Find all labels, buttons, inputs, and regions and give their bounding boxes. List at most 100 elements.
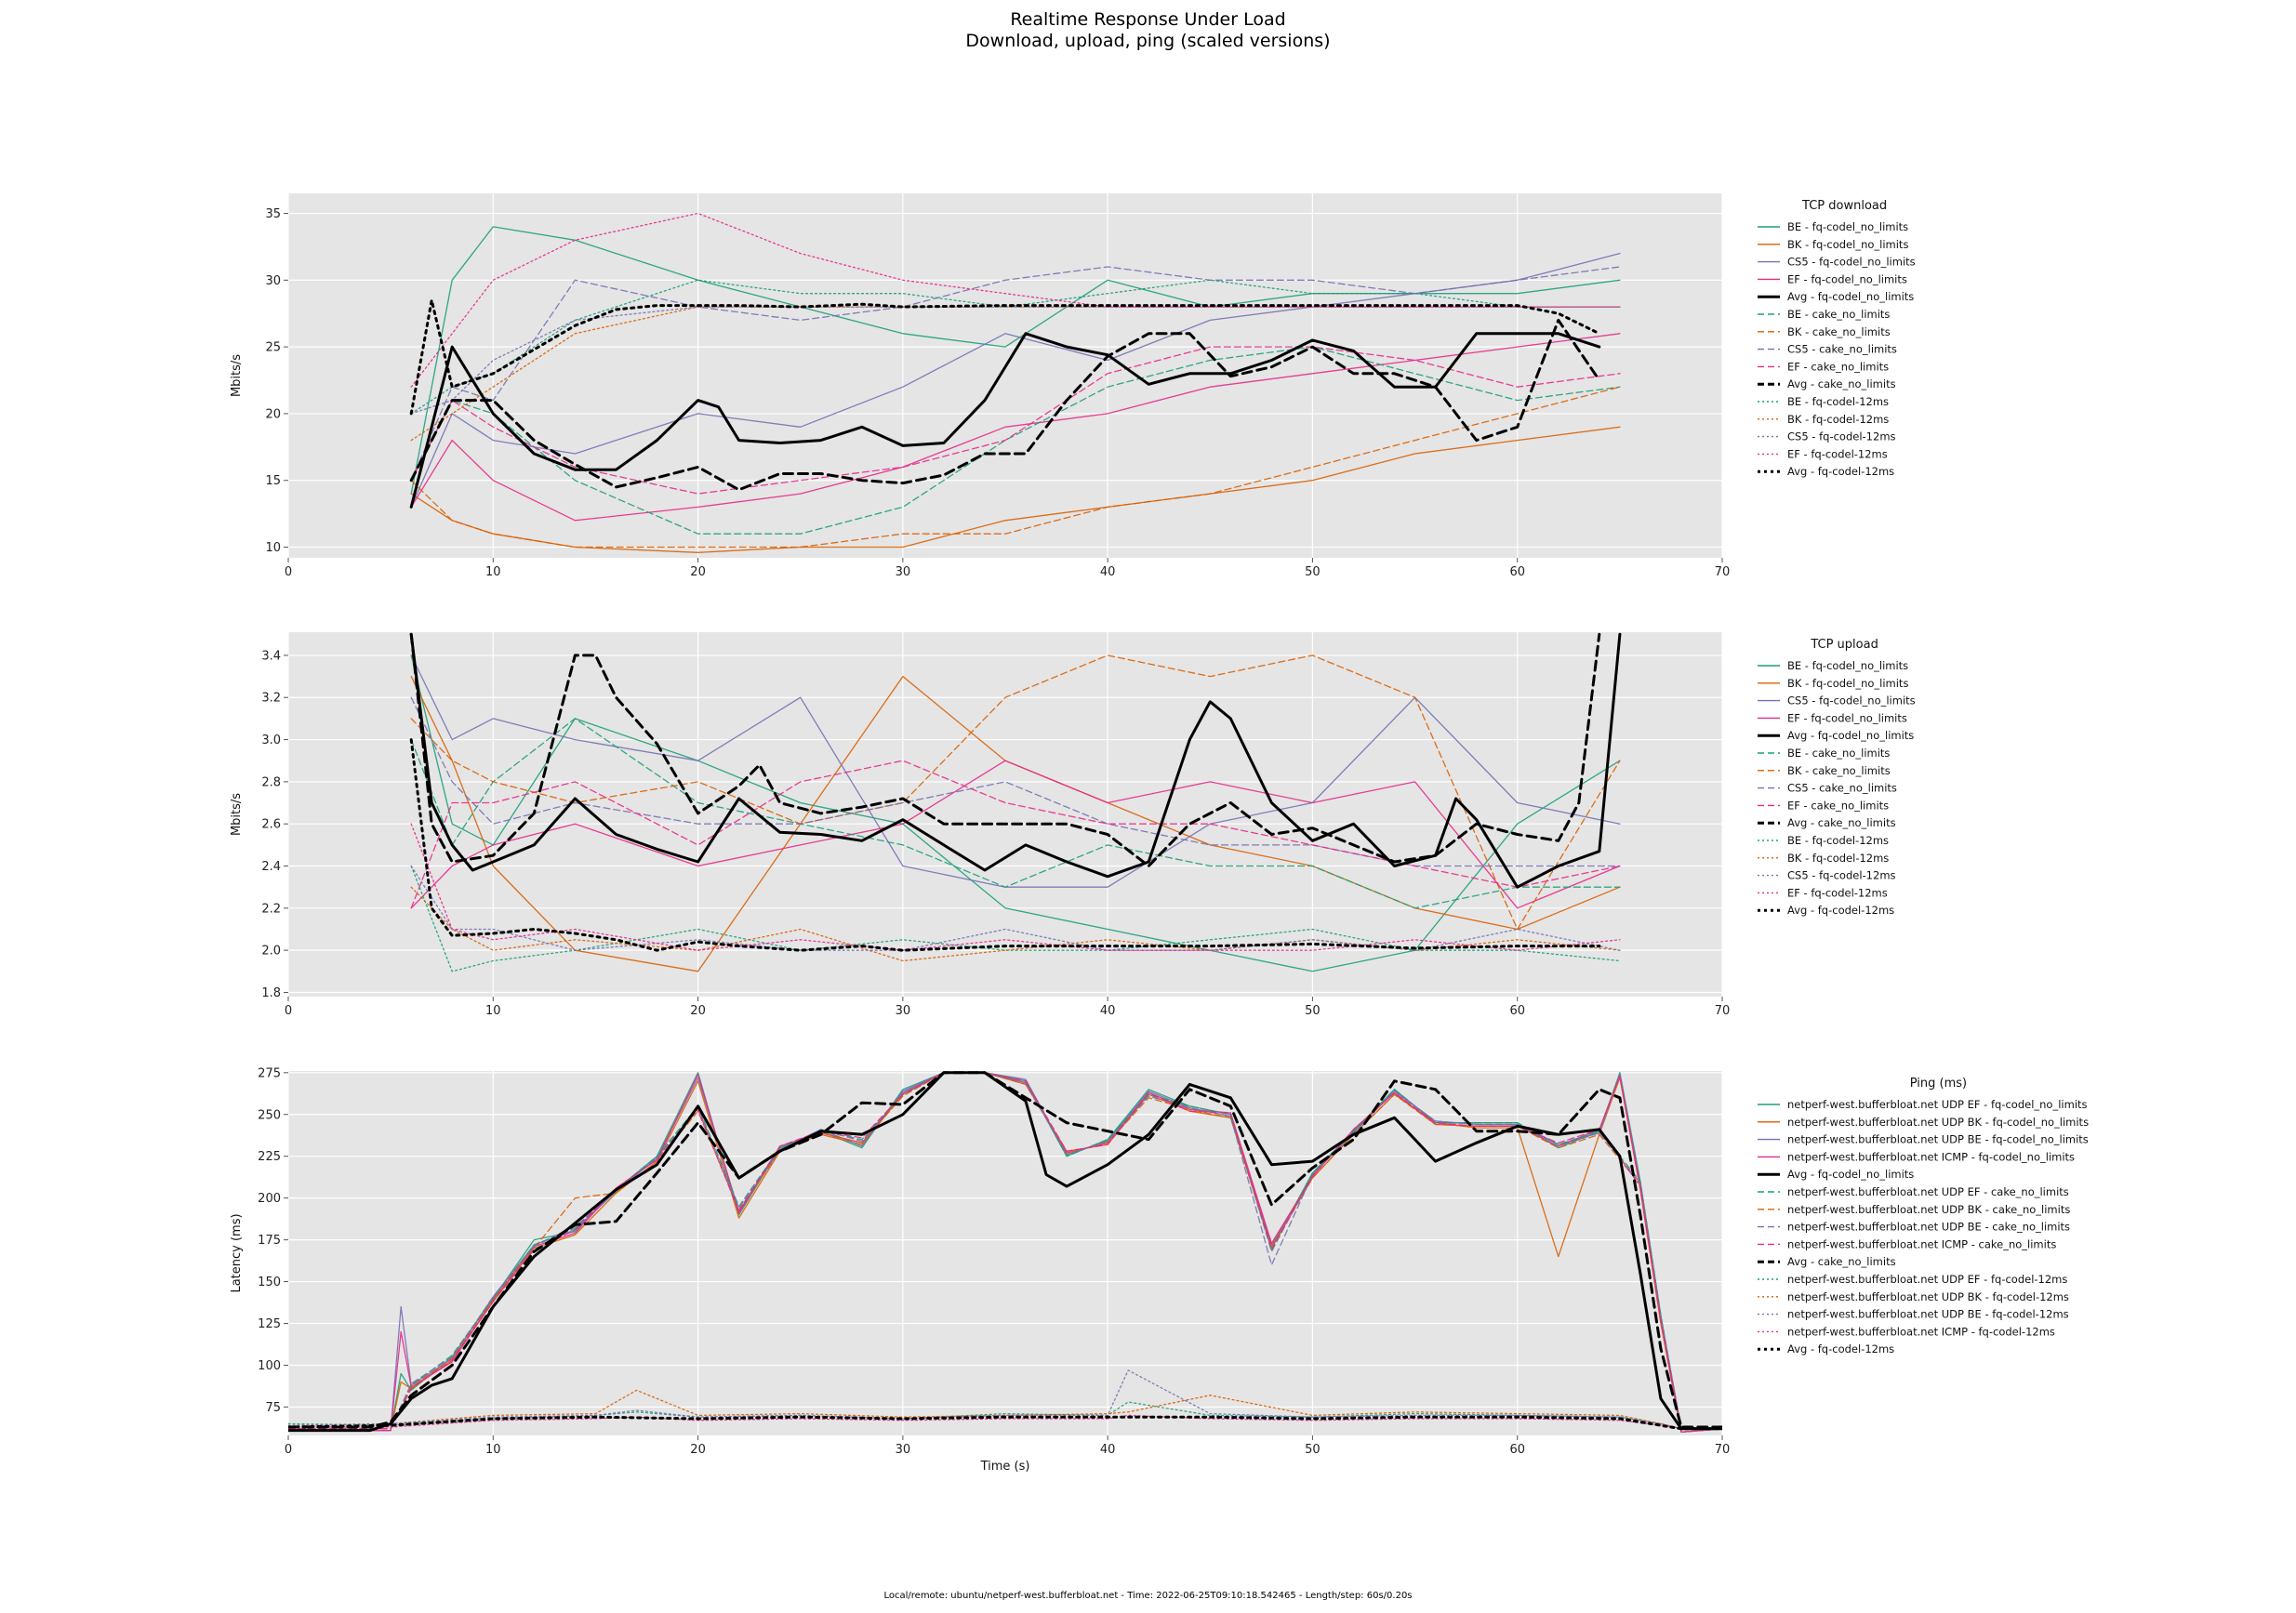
y-tick-label: 25	[265, 341, 281, 355]
legend-entry: EF - fq-codel-12ms	[1787, 886, 1888, 899]
x-tick-label: 50	[1305, 565, 1321, 579]
legend-entry: CS5 - fq-codel-12ms	[1787, 430, 1896, 443]
legend-entry: BE - cake_no_limits	[1787, 747, 1890, 760]
plot-area	[288, 632, 1722, 997]
legend-entry: Avg - fq-codel_no_limits	[1787, 290, 1914, 303]
y-tick-label: 150	[258, 1276, 281, 1289]
series-line	[288, 1415, 1722, 1431]
x-tick-label: 0	[285, 565, 292, 579]
series-line	[410, 346, 1621, 535]
series-line	[288, 1072, 1722, 1430]
legend-entry: Avg - fq-codel-12ms	[1787, 465, 1894, 478]
legend-entry: netperf-west.bufferbloat.net ICMP - fq-c…	[1787, 1325, 2055, 1338]
x-tick-label: 0	[285, 1004, 292, 1018]
series-line	[410, 266, 1621, 482]
legend-entry: netperf-west.bufferbloat.net ICMP - fq-c…	[1787, 1150, 2075, 1163]
legend-entry: EF - cake_no_limits	[1787, 360, 1889, 373]
legend-entry: netperf-west.bufferbloat.net UDP BE - fq…	[1787, 1133, 2089, 1146]
legend-entry: BE - fq-codel-12ms	[1787, 395, 1889, 408]
series-line	[410, 252, 1621, 509]
figure-footer: Local/remote: ubuntu/netperf-west.buffer…	[883, 1591, 1413, 1601]
x-tick-label: 60	[1509, 1004, 1525, 1018]
y-tick-label: 2.6	[261, 818, 281, 832]
x-tick-label: 60	[1509, 1443, 1525, 1457]
series-line	[409, 318, 1601, 492]
legend-entry: netperf-west.bufferbloat.net UDP EF - fq…	[1787, 1273, 2067, 1286]
x-tick-label: 20	[690, 565, 706, 579]
series-line	[410, 346, 1621, 495]
y-tick-label: 10	[265, 541, 281, 555]
legend-entry: CS5 - fq-codel_no_limits	[1787, 694, 1916, 707]
legend-entry: CS5 - cake_no_limits	[1787, 343, 1897, 356]
y-tick-label: 125	[258, 1317, 281, 1331]
y-tick-label: 100	[258, 1359, 281, 1373]
ping-panel: 0 10 20 30 40 50 60 70 75 100 125 150 175 200 225 250 27…	[230, 1066, 2089, 1474]
legend-entry: Avg - cake_no_limits	[1787, 816, 1896, 829]
legend-entry: netperf-west.bufferbloat.net ICMP - cake…	[1787, 1237, 2056, 1250]
legend-entry: BE - fq-codel_no_limits	[1787, 220, 1908, 233]
legend-entry: CS5 - fq-codel-12ms	[1787, 869, 1896, 882]
legend-entry: EF - cake_no_limits	[1787, 799, 1889, 812]
y-tick-label: 20	[265, 407, 281, 421]
series-line	[410, 865, 1621, 951]
series-line	[409, 298, 1601, 416]
x-tick-label: 0	[285, 1443, 292, 1457]
legend-title: TCP download	[1801, 199, 1887, 213]
x-tick-label: 50	[1305, 1004, 1321, 1018]
series-line	[410, 386, 1621, 549]
x-tick-label: 10	[485, 565, 501, 579]
y-tick-label: 15	[265, 474, 281, 488]
legend-title: Ping (ms)	[1910, 1077, 1967, 1091]
legend-entry: Avg - fq-codel-12ms	[1787, 1342, 1894, 1355]
x-axis-label: Time (s)	[980, 1460, 1030, 1474]
legend-entry: BE - fq-codel_no_limits	[1787, 659, 1908, 672]
legend-entry: BK - cake_no_limits	[1787, 764, 1891, 777]
legend-entry: BK - fq-codel_no_limits	[1787, 238, 1908, 251]
y-tick-label: 35	[265, 207, 281, 221]
series-group	[288, 1071, 1722, 1434]
series-line	[409, 332, 1601, 509]
x-tick-label: 10	[485, 1004, 501, 1018]
figure-subtitle: Download, upload, ping (scaled versions)	[965, 31, 1331, 51]
series-line	[288, 1389, 1722, 1430]
legend-entry: Avg - fq-codel_no_limits	[1787, 729, 1914, 742]
legend-entry: BK - fq-codel-12ms	[1787, 413, 1889, 426]
x-tick-label: 40	[1100, 1443, 1116, 1457]
legend-entry: Avg - fq-codel-12ms	[1787, 904, 1894, 917]
x-tick-label: 20	[690, 1443, 706, 1457]
legend-entry: Avg - cake_no_limits	[1787, 377, 1896, 390]
y-tick-label: 225	[258, 1150, 281, 1164]
x-tick-label: 70	[1715, 1004, 1731, 1018]
series-line	[410, 823, 1621, 951]
series-line	[288, 1414, 1722, 1430]
y-tick-label: 1.8	[261, 986, 281, 1000]
y-tick-label: 275	[258, 1066, 281, 1080]
y-axis-label: Mbits/s	[230, 793, 244, 836]
y-tick-label: 75	[265, 1401, 281, 1415]
series-group	[409, 632, 1622, 972]
y-tick-label: 3.0	[261, 734, 281, 747]
y-tick-label: 2.0	[261, 945, 281, 959]
x-tick-label: 30	[896, 1443, 911, 1457]
y-tick-label: 250	[258, 1108, 281, 1122]
legend: Ping (ms) netperf-west.bufferbloat.net UD…	[1758, 1077, 2089, 1355]
legend-entry: Avg - fq-codel_no_limits	[1787, 1168, 1914, 1181]
legend-entry: netperf-west.bufferbloat.net UDP EF - ca…	[1787, 1185, 2069, 1198]
series-line	[409, 632, 1622, 889]
download-panel: 0 10 20 30 40 50 60 70 10 15 20 25 30 35 Mbits/s TCP do…	[230, 193, 1916, 579]
y-tick-label: 2.4	[261, 860, 281, 874]
y-tick-label: 30	[265, 274, 281, 288]
legend: TCP upload BE - fq-codel_no_limits BK - fq…	[1758, 638, 1916, 917]
x-tick-label: 20	[690, 1004, 706, 1018]
legend-entry: netperf-west.bufferbloat.net UDP EF - fq…	[1787, 1098, 2088, 1111]
plot-area	[288, 193, 1722, 558]
legend-entry: netperf-west.bufferbloat.net UDP BE - ca…	[1787, 1221, 2070, 1234]
legend-entry: BK - cake_no_limits	[1787, 325, 1891, 338]
legend: TCP download BE - fq-codel_no_limits BK - …	[1758, 199, 1916, 478]
series-line	[288, 1369, 1722, 1430]
legend-entry: EF - fq-codel-12ms	[1787, 447, 1888, 460]
x-tick-label: 60	[1509, 565, 1525, 579]
legend-entry: CS5 - fq-codel_no_limits	[1787, 256, 1916, 269]
series-group	[409, 212, 1621, 553]
